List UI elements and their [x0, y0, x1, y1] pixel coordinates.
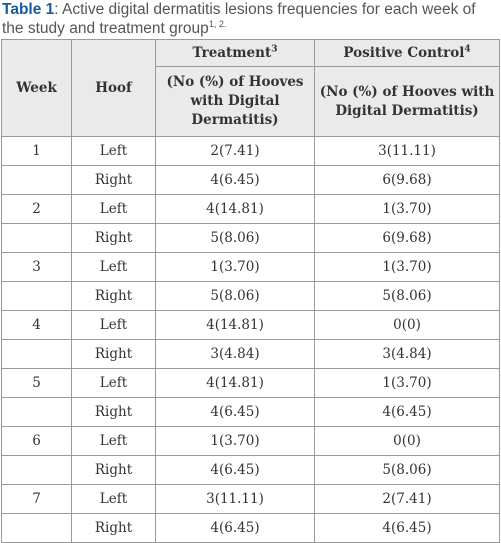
hoof-cell: Left: [71, 252, 156, 282]
week-cell: 1: [1, 136, 72, 166]
positive-control-cell: 3(11.11): [314, 136, 500, 166]
hoof-cell: Right: [71, 165, 156, 195]
header-row: Week Hoof Treatment3 Positive Control4: [1, 39, 500, 137]
hoof-cell: Right: [71, 455, 156, 485]
week-cell: 6: [1, 426, 72, 456]
positive-control-cell: 4(6.45): [314, 513, 500, 543]
header-treatment: Treatment3: [155, 39, 315, 67]
treatment-cell: 3(11.11): [155, 484, 315, 514]
header-hoof: Hoof: [71, 39, 156, 137]
table-row: 4 Left 4(14.81) 0(0): [1, 310, 500, 340]
treatment-cell: 4(6.45): [155, 165, 315, 195]
week-cell: [1, 455, 72, 485]
week-cell: [1, 339, 72, 369]
positive-control-cell: 1(3.70): [314, 368, 500, 398]
week-cell: 3: [1, 252, 72, 282]
table-body: 1 Left 2(7.41) 3(11.11) Right 4(6.45) 6(9.68) 2…: [1, 136, 500, 543]
table-row: Right 4(6.45) 4(6.45): [1, 397, 500, 427]
header-treatment-label: Treatment: [192, 45, 272, 61]
table-row: 5 Left 4(14.81) 1(3.70): [1, 368, 500, 398]
table-row: 2 Left 4(14.81) 1(3.70): [1, 194, 500, 224]
positive-control-cell: 0(0): [314, 310, 500, 340]
treatment-cell: 5(8.06): [155, 223, 315, 253]
table-row: 7 Left 3(11.11) 2(7.41): [1, 484, 500, 514]
subheader-treatment: (No (%) of Hooves with Digital Dermatiti…: [155, 66, 315, 137]
treatment-cell: 1(3.70): [155, 252, 315, 282]
week-cell: 7: [1, 484, 72, 514]
table-row: Right 4(6.45) 4(6.45): [1, 513, 500, 543]
treatment-cell: 2(7.41): [155, 136, 315, 166]
table-row: 3 Left 1(3.70) 1(3.70): [1, 252, 500, 282]
table-row: Right 3(4.84) 3(4.84): [1, 339, 500, 369]
hoof-cell: Right: [71, 397, 156, 427]
week-cell: 2: [1, 194, 72, 224]
hoof-cell: Left: [71, 426, 156, 456]
table-row: 1 Left 2(7.41) 3(11.11): [1, 136, 500, 166]
week-cell: [1, 281, 72, 311]
positive-control-cell: 6(9.68): [314, 223, 500, 253]
hoof-cell: Right: [71, 513, 156, 543]
treatment-cell: 4(14.81): [155, 368, 315, 398]
positive-control-cell: 4(6.45): [314, 397, 500, 427]
week-cell: [1, 513, 72, 543]
positive-control-cell: 1(3.70): [314, 194, 500, 224]
hoof-cell: Left: [71, 310, 156, 340]
caption-text: : Active digital dermatitis lesions freq…: [2, 1, 476, 37]
hoof-cell: Right: [71, 223, 156, 253]
positive-control-cell: 6(9.68): [314, 165, 500, 195]
positive-control-cell: 3(4.84): [314, 339, 500, 369]
positive-control-cell: 1(3.70): [314, 252, 500, 282]
subheader-positive-control: (No (%) of Hooves with Digital Dermatiti…: [314, 66, 500, 137]
hoof-cell: Left: [71, 484, 156, 514]
week-cell: 4: [1, 310, 72, 340]
table-row: Right 4(6.45) 5(8.06): [1, 455, 500, 485]
header-positive-control-ref: 4: [464, 44, 471, 55]
hoof-cell: Left: [71, 136, 156, 166]
hoof-cell: Left: [71, 368, 156, 398]
hoof-cell: Right: [71, 281, 156, 311]
hoof-cell: Right: [71, 339, 156, 369]
treatment-cell: 4(6.45): [155, 513, 315, 543]
positive-control-cell: 0(0): [314, 426, 500, 456]
treatment-cell: 4(14.81): [155, 310, 315, 340]
treatment-cell: 3(4.84): [155, 339, 315, 369]
table-row: Right 4(6.45) 6(9.68): [1, 165, 500, 195]
treatment-cell: 1(3.70): [155, 426, 315, 456]
positive-control-cell: 2(7.41): [314, 484, 500, 514]
caption-refs: 1, 2.: [208, 18, 227, 29]
week-cell: 5: [1, 368, 72, 398]
table-row: 6 Left 1(3.70) 0(0): [1, 426, 500, 456]
positive-control-cell: 5(8.06): [314, 281, 500, 311]
positive-control-cell: 5(8.06): [314, 455, 500, 485]
week-cell: [1, 397, 72, 427]
subheader-row: (No (%) of Hooves with Digital Dermatiti…: [2, 66, 500, 137]
data-table: Week Hoof Treatment3 Positive Control4 (…: [1, 39, 500, 543]
treatment-cell: 4(14.81): [155, 194, 315, 224]
table-row: Right 5(8.06) 6(9.68): [1, 223, 500, 253]
treatment-cell: 4(6.45): [155, 455, 315, 485]
week-cell: [1, 223, 72, 253]
treatment-cell: 5(8.06): [155, 281, 315, 311]
header-positive-control: Positive Control4: [314, 39, 500, 67]
header-positive-control-label: Positive Control: [343, 45, 465, 61]
caption-label: Table 1: [2, 1, 55, 18]
treatment-cell: 4(6.45): [155, 397, 315, 427]
header-week: Week: [1, 39, 72, 137]
header-treatment-ref: 3: [271, 44, 278, 55]
table-row: Right 5(8.06) 5(8.06): [1, 281, 500, 311]
hoof-cell: Left: [71, 194, 156, 224]
week-cell: [1, 165, 72, 195]
table-caption: Table 1: Active digital dermatitis lesio…: [2, 0, 499, 38]
